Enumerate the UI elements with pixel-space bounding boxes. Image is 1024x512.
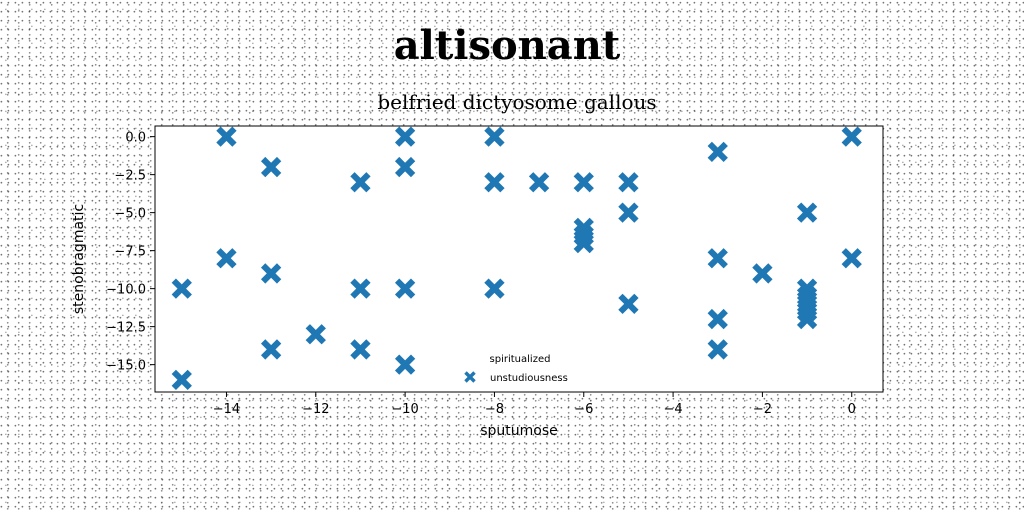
- data-point: [305, 324, 326, 345]
- y-tick-label: −5.0: [114, 207, 146, 222]
- data-point: [216, 248, 237, 269]
- data-point: [394, 126, 416, 147]
- y-tick-label: 0.0: [125, 131, 146, 146]
- data-point: [707, 339, 728, 360]
- y-axis: 0.0 −2.5 −5.0 −7.5 −10.0 −12.5 −15.0: [106, 131, 155, 374]
- data-point: [171, 369, 192, 390]
- data-point: [484, 278, 505, 299]
- chart-title: altisonant: [393, 22, 621, 69]
- x-tick-label: −8: [485, 402, 504, 417]
- data-points: [171, 126, 862, 390]
- legend-title: spiritualized: [490, 354, 551, 365]
- data-point: [707, 248, 728, 269]
- x-axis: −14 −12 −10 −8 −6 −4 −2 0: [213, 392, 856, 417]
- data-point: [796, 202, 818, 223]
- data-point: [394, 278, 416, 299]
- data-point: [841, 126, 862, 147]
- data-point: [528, 172, 550, 193]
- x-axis-label: sputumose: [480, 423, 558, 439]
- data-point: [260, 263, 282, 284]
- data-point: [573, 232, 594, 254]
- data-point: [350, 339, 371, 360]
- x-tick-label: −10: [391, 402, 418, 417]
- chart-subtitle: belfried dictyosome gallous: [377, 90, 657, 114]
- data-point: [484, 172, 505, 193]
- data-point: [260, 339, 282, 360]
- x-tick-label: −4: [663, 402, 682, 417]
- data-point: [350, 172, 371, 193]
- data-point: [171, 278, 192, 299]
- data-point: [841, 248, 862, 269]
- data-point: [484, 126, 505, 147]
- y-axis-label: stenobragmatic: [71, 204, 87, 314]
- y-tick-label: −7.5: [114, 245, 146, 260]
- x-tick-label: 0: [848, 402, 856, 417]
- legend: spiritualized unstudiousness: [464, 354, 568, 384]
- data-point: [707, 308, 728, 330]
- data-point: [752, 263, 773, 284]
- legend-marker: [464, 371, 476, 383]
- data-point: [618, 202, 639, 223]
- x-tick-label: −12: [302, 402, 329, 417]
- x-tick-label: −14: [213, 402, 240, 417]
- y-tick-label: −2.5: [114, 169, 146, 184]
- y-tick-label: −12.5: [106, 321, 146, 336]
- data-point: [350, 278, 371, 299]
- data-point: [618, 293, 639, 314]
- data-point: [216, 126, 237, 147]
- data-point: [707, 141, 728, 162]
- y-tick-label: −10.0: [106, 283, 146, 298]
- data-point: [394, 156, 416, 178]
- y-tick-label: −15.0: [106, 359, 146, 374]
- legend-entry-label: unstudiousness: [490, 373, 568, 384]
- x-tick-label: −6: [574, 402, 593, 417]
- data-point: [618, 172, 639, 193]
- data-point: [573, 172, 594, 193]
- data-point: [260, 156, 282, 178]
- data-point: [796, 308, 818, 330]
- x-tick-label: −2: [753, 402, 772, 417]
- data-point: [394, 354, 416, 375]
